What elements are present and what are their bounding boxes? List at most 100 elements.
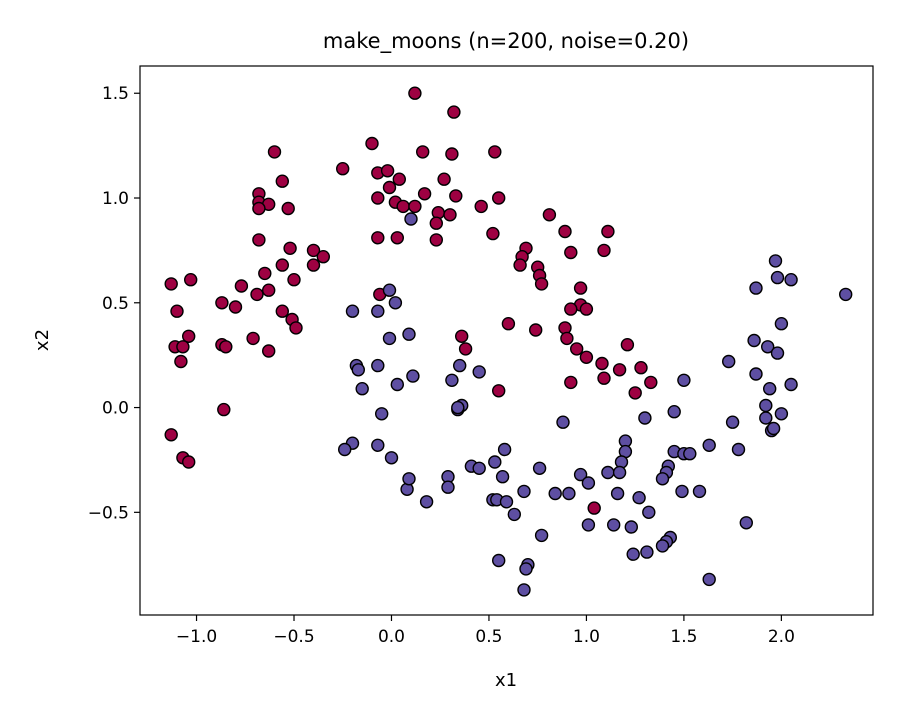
scatter-point xyxy=(429,216,443,230)
scatter-point xyxy=(474,199,488,214)
scatter-point xyxy=(416,145,430,159)
scatter-point xyxy=(534,277,549,291)
scatter-point xyxy=(587,501,601,515)
scatter-point xyxy=(644,375,658,390)
scatter-point xyxy=(747,333,761,348)
scatter-point xyxy=(702,438,716,452)
scatter-point xyxy=(174,354,188,369)
scatter-point xyxy=(258,266,272,281)
scatter-point xyxy=(371,231,385,245)
scatter-point xyxy=(406,369,420,383)
scatter-point xyxy=(441,480,455,494)
scatter-point xyxy=(453,358,467,373)
scatter-point xyxy=(731,442,746,457)
scatter-point xyxy=(774,407,789,421)
scatter-point xyxy=(275,258,289,272)
scatter-point xyxy=(215,296,229,310)
x-tick-label: −0.5 xyxy=(273,627,314,647)
scatter-point xyxy=(768,254,783,268)
scatter-point xyxy=(488,455,502,469)
scatter-point xyxy=(492,384,506,398)
scatter-point xyxy=(620,338,635,352)
scatter-point xyxy=(626,547,640,561)
scatter-point xyxy=(336,161,350,176)
scatter-point xyxy=(739,516,753,530)
scatter-point xyxy=(267,145,282,159)
scatter-point xyxy=(597,243,611,258)
x-tick-label: 1.0 xyxy=(573,627,600,647)
scatter-point xyxy=(770,346,785,360)
scatter-point xyxy=(766,421,781,436)
scatter-point xyxy=(287,273,301,287)
scatter-point xyxy=(455,329,469,343)
scatter-point xyxy=(770,270,785,285)
scatter-point xyxy=(607,518,621,532)
chart-title: make_moons (n=200, noise=0.20) xyxy=(323,29,689,54)
scatter-point xyxy=(497,442,512,457)
scatter-point xyxy=(702,572,716,587)
scatter-point xyxy=(365,136,379,151)
x-axis: −1.0 −0.5 0.0 0.5 1.0 1.5 2.0 xyxy=(176,615,795,647)
scatter-point xyxy=(262,344,276,358)
scatter-point xyxy=(371,438,385,452)
scatter-point xyxy=(683,447,697,461)
scatter-point xyxy=(628,386,642,400)
scatter-point xyxy=(759,411,773,425)
scatter-point xyxy=(632,491,646,505)
scatter-point xyxy=(634,361,648,375)
scatter-point xyxy=(472,461,486,475)
scatter-point xyxy=(355,382,369,396)
scatter-point xyxy=(252,233,266,247)
scatter-point xyxy=(749,281,763,295)
scatter-point xyxy=(252,201,266,216)
scatter-point xyxy=(763,382,777,396)
scatter-point xyxy=(388,296,403,310)
scatter-point xyxy=(375,407,389,421)
scatter-point xyxy=(402,472,416,486)
x-tick-label: 2.0 xyxy=(768,627,795,647)
scatter-point xyxy=(488,145,502,159)
scatter-point xyxy=(612,363,627,377)
scatter-point xyxy=(492,553,506,568)
y-axis: −0.5 0.0 0.5 1.0 1.5 xyxy=(88,84,140,523)
scatter-point xyxy=(677,373,691,387)
scatter-point xyxy=(507,507,521,522)
scatter-point xyxy=(519,562,533,576)
scatter-point xyxy=(417,187,432,201)
scatter-point xyxy=(675,484,689,499)
scatter-point xyxy=(612,465,627,480)
scatter-point xyxy=(573,281,588,295)
scatter-point xyxy=(390,231,404,245)
scatter-point xyxy=(560,331,574,346)
scatter-point xyxy=(558,224,572,239)
scatter-point xyxy=(655,539,670,553)
scatter-point xyxy=(275,174,289,188)
scatter-point xyxy=(404,212,418,226)
scatter-point xyxy=(384,451,399,465)
scatter-point xyxy=(345,304,360,318)
scatter-point xyxy=(774,317,789,331)
scatter-point xyxy=(262,283,276,297)
scatter-point xyxy=(419,495,434,509)
scatter-point xyxy=(371,304,385,318)
scatter-point xyxy=(164,428,178,442)
scatter-point xyxy=(597,371,611,385)
scatter-point xyxy=(513,258,527,272)
scatter-point xyxy=(573,467,588,482)
scatter-point xyxy=(451,400,465,415)
scatter-point xyxy=(472,365,486,379)
scatter-point xyxy=(447,105,461,119)
scatter-point xyxy=(219,340,233,354)
scatter-point xyxy=(501,317,516,331)
scatter-point xyxy=(655,472,670,486)
scatter-point xyxy=(564,302,578,316)
scatter-point xyxy=(495,470,510,484)
y-tick-label: 0.0 xyxy=(102,399,129,419)
x-tick-label: 0.5 xyxy=(475,627,502,647)
scatter-point xyxy=(281,201,295,216)
scatter-point xyxy=(562,486,576,501)
scatter-point xyxy=(217,402,231,417)
scatter-point xyxy=(429,233,443,247)
scatter-point xyxy=(595,356,609,371)
y-tick-label: 1.5 xyxy=(102,84,129,104)
